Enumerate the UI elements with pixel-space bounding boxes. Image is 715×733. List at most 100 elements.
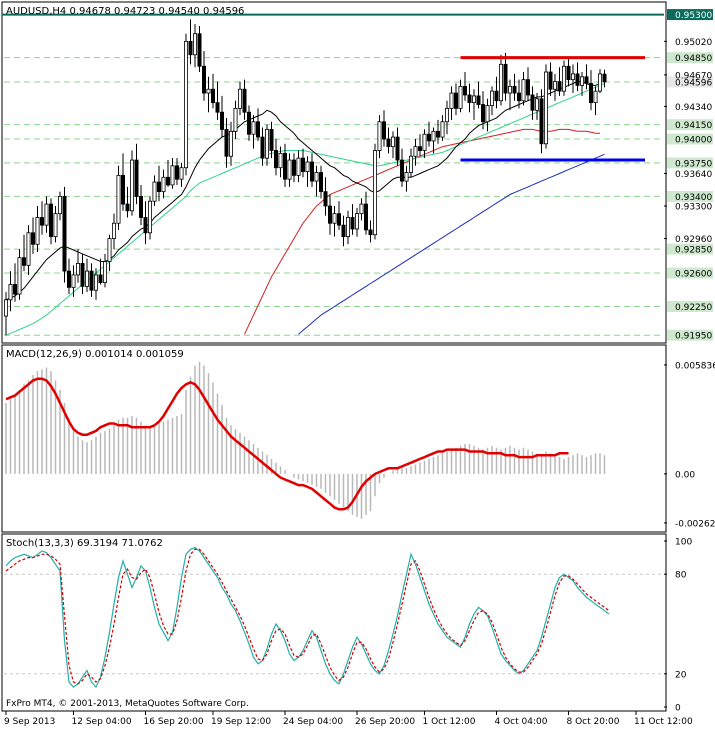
candle (255, 108, 260, 141)
price-tick-label: 0.92960 (675, 235, 712, 245)
candle-body-bull (251, 121, 256, 135)
candle (138, 184, 143, 226)
candle-body-bull (345, 217, 350, 238)
candle-body-bull (507, 85, 512, 94)
candle-body-bear (602, 73, 607, 83)
candle (116, 165, 121, 230)
candle-body-bull (332, 213, 337, 224)
candle-body-bear (12, 284, 17, 295)
candle-body-bear (260, 136, 265, 159)
candle-body-bull (413, 146, 418, 157)
time-label: 19 Sep 12:00 (211, 717, 271, 727)
macd-pane[interactable]: 0.005836 0.00 -0.002627 MACD(12,26,9) 0.00… (1, 344, 715, 533)
candle-body-bull (440, 121, 445, 138)
candle (251, 115, 256, 149)
candle-body-bear (318, 172, 323, 193)
candle (458, 79, 463, 113)
candle (372, 143, 377, 240)
candle (526, 67, 531, 101)
candle-body-bull (422, 133, 427, 151)
candle (503, 52, 508, 101)
candle-body-bull (571, 73, 576, 81)
candle (179, 162, 184, 187)
candle (327, 194, 332, 235)
candle (152, 175, 157, 206)
candle-body-bear (435, 130, 440, 138)
macd-tick-label: -0.002627 (675, 519, 715, 529)
macd-axis: 0.005836 0.00 -0.002627 (664, 361, 715, 529)
candle (269, 121, 274, 159)
candle (539, 89, 544, 154)
candle (305, 156, 310, 187)
price-label-bg (667, 9, 713, 21)
candle-body-bear (62, 196, 67, 272)
candle-body-bear (336, 213, 341, 226)
price-tick-label: 0.95020 (675, 38, 712, 48)
candle (62, 186, 67, 283)
candle (309, 153, 314, 187)
candle-body-bear (517, 92, 522, 102)
candle (498, 54, 503, 106)
candle-body-bear (539, 98, 544, 145)
candle-body-bear (327, 205, 332, 224)
candle (278, 146, 283, 178)
candle-body-bear (273, 150, 278, 169)
candle-body-bear (291, 159, 296, 176)
candle-body-bear (462, 85, 467, 96)
candle-body-bear (282, 152, 287, 180)
candle (431, 127, 436, 154)
stoch-pane-frame (1, 533, 667, 712)
candle (323, 177, 328, 216)
candle (233, 100, 238, 139)
candle (147, 196, 152, 240)
candle (562, 60, 567, 96)
price-label-bg (667, 301, 713, 312)
candle-body-bull (129, 159, 134, 212)
candle (345, 210, 350, 245)
candle (395, 127, 400, 166)
candle-body-bull (359, 203, 364, 215)
candle-body-bear (125, 203, 130, 212)
candle (449, 86, 454, 120)
price-tick-label: 0.94670 (675, 71, 712, 81)
macd-pane-title: MACD(12,26,9) 0.001014 0.001059 (6, 349, 184, 360)
candle-body-bull (35, 217, 40, 245)
candle (112, 213, 117, 250)
candle (107, 234, 112, 272)
candle-body-bear (395, 136, 400, 161)
candle (8, 271, 13, 312)
price-label-bg (667, 133, 713, 145)
candle (363, 191, 368, 235)
candle (53, 206, 58, 243)
candle (49, 198, 54, 245)
candle (314, 165, 319, 197)
candle-body-bull (521, 79, 526, 102)
candle-body-bear (138, 196, 143, 218)
candle-body-bull (44, 203, 49, 226)
candle (584, 64, 589, 90)
candle-body-bear (269, 129, 274, 151)
macd-pane-frame (1, 344, 667, 533)
time-label: 8 Oct 20:00 (567, 717, 620, 727)
candle-body-bear (368, 229, 373, 236)
candle (377, 115, 382, 159)
candle (170, 158, 175, 189)
candle (336, 201, 341, 230)
horizontal-lines[interactable] (2, 13, 664, 162)
candle (67, 258, 72, 295)
time-axis: 9 Sep 2013 12 Sep 04:00 16 Sep 20:00 19 Sep… (4, 711, 693, 727)
candle-body-bull (449, 92, 454, 109)
candle (530, 86, 535, 120)
macd-signal-polyline (5, 377, 569, 511)
macd-tick-label: 0.00 (675, 470, 695, 480)
candle-body-bear (530, 94, 535, 111)
candle-body-bear (399, 159, 404, 182)
candle-body-bear (21, 257, 26, 266)
candle (94, 268, 99, 300)
candle-body-bull (485, 105, 490, 123)
price-pane[interactable]: 0.95300 0.94850 0.94596 0.94150 0.94000 0.937… (1, 1, 713, 344)
stoch-pane[interactable]: 100 80 20 0 Stoch(13,3,3) 69.3194 71.0762 F… (1, 533, 692, 714)
candle (76, 249, 81, 283)
candle (480, 91, 485, 130)
